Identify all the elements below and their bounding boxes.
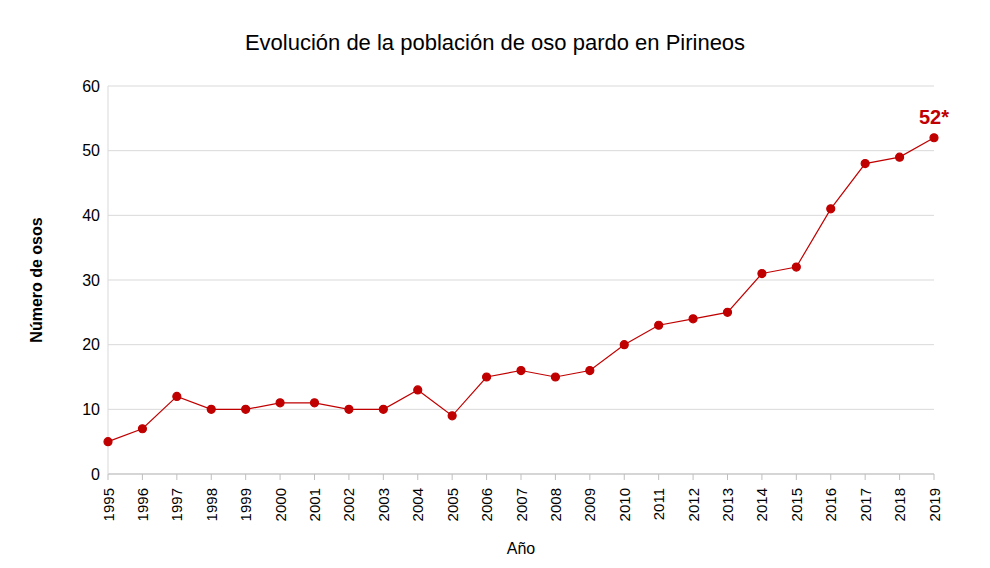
svg-text:2015: 2015 — [788, 488, 805, 521]
svg-text:2005: 2005 — [444, 488, 461, 521]
svg-text:1999: 1999 — [237, 488, 254, 521]
svg-text:2007: 2007 — [513, 488, 530, 521]
svg-text:0: 0 — [91, 466, 100, 483]
svg-text:2016: 2016 — [822, 488, 839, 521]
svg-text:2002: 2002 — [340, 488, 357, 521]
svg-text:2014: 2014 — [753, 488, 770, 521]
svg-text:2013: 2013 — [719, 488, 736, 521]
svg-text:2017: 2017 — [857, 488, 874, 521]
svg-text:2000: 2000 — [272, 488, 289, 521]
svg-text:50: 50 — [82, 142, 100, 159]
svg-text:1995: 1995 — [100, 488, 117, 521]
svg-text:2011: 2011 — [650, 488, 667, 520]
svg-text:10: 10 — [82, 401, 100, 418]
svg-text:Número de osos: Número de osos — [28, 217, 45, 342]
svg-text:40: 40 — [82, 207, 100, 224]
svg-text:Año: Año — [507, 540, 536, 557]
svg-text:2001: 2001 — [306, 488, 323, 521]
svg-text:60: 60 — [82, 78, 100, 95]
svg-text:2004: 2004 — [409, 488, 426, 521]
html-text:Evolución de la población de o: Evolución de la población de oso pardo e… — [244, 30, 746, 55]
svg-text:2012: 2012 — [685, 488, 702, 521]
svg-text:1997: 1997 — [168, 488, 185, 521]
svg-text:52*: 52* — [919, 106, 949, 128]
svg-text:2003: 2003 — [375, 488, 392, 521]
svg-text:1998: 1998 — [203, 488, 220, 521]
svg-text:2008: 2008 — [547, 488, 564, 521]
svg-text:2018: 2018 — [891, 488, 908, 521]
svg-text:2010: 2010 — [616, 488, 633, 521]
svg-text:2009: 2009 — [581, 488, 598, 521]
svg-text:20: 20 — [82, 336, 100, 353]
svg-text:30: 30 — [82, 272, 100, 289]
svg-text:1996: 1996 — [134, 488, 151, 521]
svg-text:2019: 2019 — [926, 488, 943, 521]
svg-text:2006: 2006 — [478, 488, 495, 521]
